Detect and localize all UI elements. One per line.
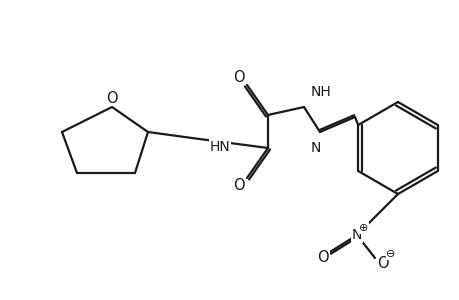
Text: O: O (317, 250, 328, 265)
Text: ⊕: ⊕ (358, 223, 368, 233)
Text: HN: HN (209, 140, 230, 154)
Text: O: O (106, 91, 118, 106)
Text: O: O (376, 256, 388, 271)
Text: O: O (233, 178, 244, 194)
Text: O: O (233, 70, 244, 85)
Text: N: N (310, 141, 320, 155)
Text: N: N (351, 228, 361, 242)
Text: NH: NH (310, 85, 331, 99)
Text: ⊖: ⊖ (386, 249, 395, 259)
